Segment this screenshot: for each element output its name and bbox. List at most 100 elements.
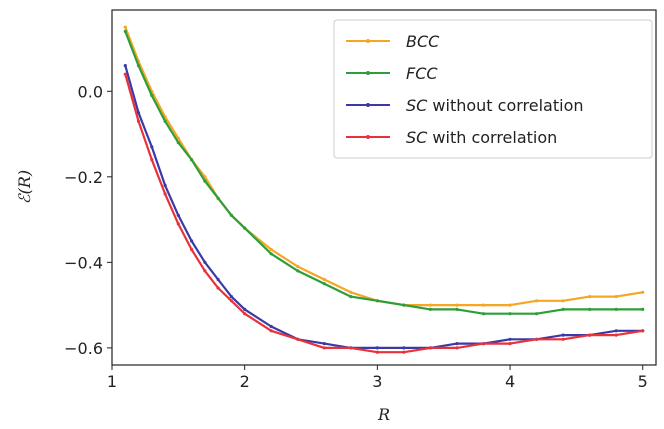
data-point: [455, 307, 459, 311]
legend-label: SC with correlation: [406, 128, 557, 147]
data-point: [614, 329, 618, 333]
legend-label-italic: SC: [406, 128, 428, 147]
data-point: [229, 213, 233, 217]
data-point: [481, 312, 486, 316]
legend-label-italic: SC: [406, 96, 428, 115]
data-point: [229, 299, 233, 303]
data-point: [216, 277, 220, 282]
data-point: [508, 337, 512, 341]
x-tick-label: 3: [372, 372, 382, 391]
data-point: [243, 307, 247, 311]
x-tick-label: 1: [107, 372, 117, 391]
legend-marker: [366, 71, 370, 75]
legend-item: FCC: [346, 64, 438, 83]
data-point: [243, 226, 247, 230]
data-point: [402, 350, 406, 354]
legend-marker: [366, 135, 370, 139]
data-point: [508, 312, 512, 316]
data-point: [614, 333, 618, 337]
data-point: [349, 295, 353, 299]
data-point: [123, 25, 127, 29]
data-point: [123, 64, 127, 68]
data-point: [269, 247, 273, 252]
data-point: [190, 239, 194, 243]
legend-label-italic: BCC: [406, 32, 440, 51]
data-point: [176, 136, 180, 140]
legend-item: BCC: [346, 32, 440, 51]
data-point: [269, 252, 273, 256]
data-point: [535, 312, 539, 316]
data-point: [203, 269, 207, 273]
data-point: [150, 93, 154, 98]
data-point: [508, 342, 512, 346]
data-point: [322, 277, 326, 282]
data-point: [614, 295, 618, 299]
data-point: [216, 196, 220, 200]
data-point: [535, 299, 539, 303]
data-point: [641, 307, 645, 311]
tick-layer: 1 2 3 4 5 0.0 −0.2 −0.4 −0.6: [64, 82, 648, 391]
x-tick-label: 5: [638, 372, 648, 391]
data-point: [229, 295, 233, 299]
data-point: [136, 64, 141, 68]
legend-item: SC without correlation: [346, 96, 584, 115]
data-point: [588, 307, 592, 311]
data-point: [136, 111, 141, 115]
data-point: [322, 282, 326, 286]
data-point: [136, 119, 141, 123]
legend-label: FCC: [406, 64, 438, 83]
data-point: [402, 303, 406, 307]
data-point: [641, 290, 645, 294]
data-point: [176, 141, 180, 145]
data-point: [561, 333, 565, 337]
data-point: [481, 342, 486, 346]
data-point: [123, 72, 127, 76]
data-point: [203, 175, 207, 179]
x-tick-label: 2: [240, 372, 250, 391]
legend-marker: [366, 103, 370, 107]
y-tick-label: 0.0: [78, 82, 103, 101]
data-point: [375, 299, 379, 303]
data-point: [150, 145, 154, 149]
y-tick-label: −0.4: [64, 253, 103, 272]
data-point: [508, 303, 512, 307]
data-point: [322, 342, 326, 346]
data-point: [296, 265, 300, 269]
data-point: [163, 119, 167, 123]
data-point: [203, 179, 207, 183]
legend-item: SC with correlation: [346, 128, 557, 147]
y-axis-label: ℰ(R): [15, 170, 34, 204]
data-point: [349, 290, 353, 294]
plot-frame: [111, 9, 657, 366]
data-point: [269, 329, 273, 333]
data-point: [535, 337, 539, 341]
data-point: [269, 324, 273, 329]
data-point: [123, 29, 127, 33]
data-point: [588, 295, 592, 299]
data-point: [641, 329, 645, 333]
data-point: [243, 312, 247, 316]
data-point: [176, 222, 180, 226]
data-point: [428, 346, 432, 350]
legend-marker: [366, 39, 370, 43]
legend-label-plain: with correlation: [427, 128, 557, 147]
data-point: [203, 260, 207, 264]
data-point: [163, 183, 167, 187]
data-point: [349, 346, 353, 350]
data-point: [296, 337, 300, 341]
data-point: [561, 337, 565, 341]
data-point: [375, 346, 379, 350]
data-point: [190, 158, 194, 162]
data-point: [561, 299, 565, 303]
series-3: [123, 72, 645, 354]
data-point: [455, 342, 459, 346]
data-point: [481, 303, 486, 307]
y-tick-label: −0.6: [64, 339, 103, 358]
data-point: [163, 192, 167, 196]
data-point: [455, 346, 459, 350]
legend-label: BCC: [406, 32, 440, 51]
series-1: [123, 29, 645, 316]
x-axis-label: R: [377, 405, 390, 424]
